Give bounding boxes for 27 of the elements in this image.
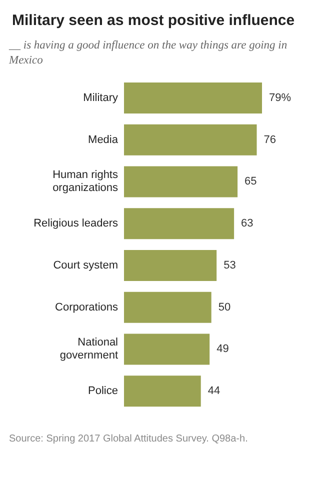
y-tick-label: Religious leaders (34, 218, 118, 230)
chart-subtitle: __ is having a good influence on the way things are going in Mexico (8, 40, 290, 66)
data-label: 76 (264, 134, 276, 146)
data-label: 49 (216, 343, 229, 356)
data-label: 53 (224, 259, 236, 272)
y-tick-label: Military (83, 92, 118, 104)
bar (124, 82, 262, 114)
data-label: 63 (241, 218, 254, 230)
data-label: 65 (244, 176, 257, 188)
y-tick-label: Media (88, 134, 119, 146)
bar (124, 124, 257, 156)
data-label: 44 (208, 385, 220, 398)
bar (124, 292, 212, 323)
bar (124, 208, 234, 240)
y-tick-label: National government (60, 336, 118, 362)
bar (124, 376, 201, 407)
y-tick-label: Corporations (55, 301, 118, 314)
data-label: 50 (218, 301, 231, 314)
y-tick-label: Court system (53, 259, 118, 272)
bar (124, 166, 238, 198)
bar (124, 334, 210, 365)
bar (124, 250, 217, 281)
source-note: Source: Spring 2017 Global Attitudes Survey. Q98a-h. (9, 434, 248, 444)
data-label: 79% (269, 92, 292, 104)
chart-title: Military seen as most positive influence (12, 12, 295, 29)
y-tick-label: Human rights organizations (52, 169, 118, 194)
y-tick-label: Police (88, 385, 118, 398)
